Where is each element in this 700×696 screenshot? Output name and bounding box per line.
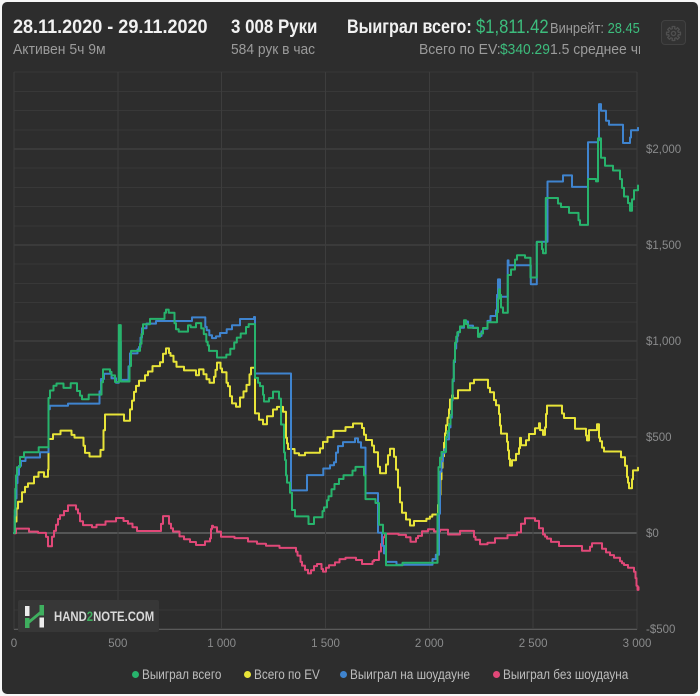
svg-text:$2,000: $2,000 (646, 144, 681, 156)
svg-text:500: 500 (108, 638, 127, 650)
svg-text:1 500: 1 500 (311, 638, 340, 650)
svg-text:2 000: 2 000 (415, 638, 444, 650)
svg-text:0: 0 (11, 638, 17, 650)
svg-text:$1,000: $1,000 (646, 336, 681, 348)
svg-text:2 500: 2 500 (519, 638, 548, 650)
svg-text:$1,500: $1,500 (646, 240, 681, 252)
svg-text:1 000: 1 000 (207, 638, 236, 650)
svg-text:$0: $0 (646, 528, 659, 540)
svg-text:3 000: 3 000 (623, 638, 652, 650)
svg-text:-$500: -$500 (646, 624, 675, 636)
svg-text:$500: $500 (646, 432, 672, 444)
